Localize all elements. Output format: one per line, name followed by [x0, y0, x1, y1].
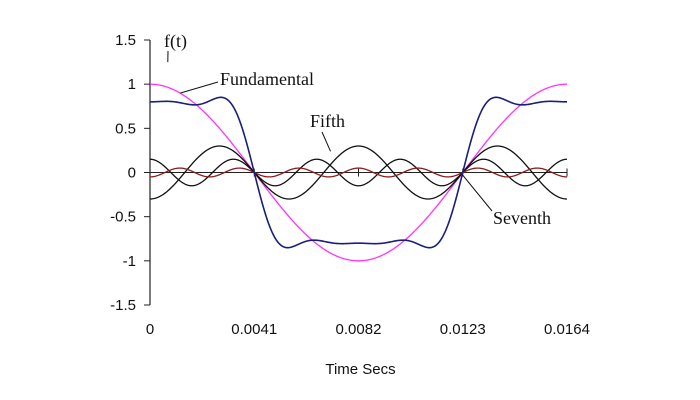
x-tick-label: 0.0041	[231, 321, 277, 338]
y-tick-label: 1.5	[115, 32, 136, 49]
y-tick-label: 1	[128, 76, 136, 93]
y-tick-label: 0.5	[115, 120, 136, 137]
x-tick-label: 0	[146, 321, 154, 338]
series-line-third	[149, 145, 568, 200]
y-tick-label: -1	[123, 253, 136, 270]
annotation-leader	[180, 81, 219, 94]
annotation-leader	[321, 131, 331, 152]
annotation-label: Seventh	[493, 208, 551, 228]
y-tick-label: 0	[128, 165, 136, 182]
annotation-label: f(t)	[164, 31, 187, 52]
series-line-seventh	[149, 167, 568, 178]
x-axis-title: Time Secs	[325, 361, 395, 378]
x-tick-label: 0.0123	[440, 321, 486, 338]
series-line-fundamental	[150, 83, 567, 262]
x-tick-label: 0.0164	[544, 321, 590, 338]
y-tick-label: -0.5	[110, 209, 136, 226]
x-tick-label: 0.0082	[336, 321, 382, 338]
series-line-f-t-	[150, 96, 567, 249]
y-tick-label: -1.5	[110, 297, 136, 314]
series-line-fifth	[149, 158, 568, 187]
annotation-leader	[462, 174, 493, 212]
annotation-label: Fifth	[310, 111, 345, 131]
annotation-label: Fundamental	[220, 69, 314, 89]
